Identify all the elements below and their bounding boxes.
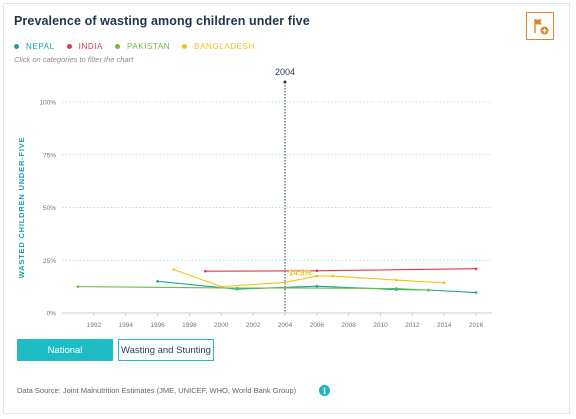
y-tick-label: 100% [39,100,56,107]
data-point-bangladesh [331,274,335,278]
flag-add-icon [534,19,549,35]
x-tick-label: 2004 [278,322,293,329]
info-icon[interactable]: i [319,385,330,396]
data-point-bangladesh [315,274,319,278]
data-point-bangladesh [283,281,287,284]
legend-dot-bangladesh [182,44,188,49]
x-tick-label: 2000 [214,322,229,329]
x-tick-label: 2006 [310,322,325,329]
legend-item-nepal[interactable]: NEPAL [14,42,55,51]
legend-label-india: INDIA [78,42,103,51]
data-point-pakistan [235,286,239,290]
data-point-pakistan [395,287,398,290]
legend-dot-nepal [14,44,19,49]
legend-item-india[interactable]: INDIA [66,42,103,51]
y-tick-label: 50% [43,205,56,212]
x-tick-label: 1994 [118,322,133,329]
data-point-bangladesh [395,278,398,282]
x-tick-label: 2010 [373,322,388,329]
data-point-pakistan [76,285,80,288]
data-point-nepal [156,280,159,283]
y-tick-label: 0% [47,311,57,318]
legend-label-nepal: NEPAL [26,42,55,51]
x-tick-label: 2008 [341,322,356,329]
legend-item-bangladesh[interactable]: BANGLADESH [182,42,255,51]
wasting-stunting-button[interactable]: Wasting and Stunting [118,339,214,361]
x-tick-label: 2012 [405,322,420,329]
legend-label-pakistan: PAKISTAN [126,42,171,51]
national-button[interactable]: National [17,339,113,361]
filter-hint: Click on categories to filter the chart [14,55,134,64]
x-tick-label: 2014 [437,322,452,329]
chart-title: Prevalence of wasting among children und… [14,14,310,28]
data-point-bangladesh [442,281,446,285]
hover-guide-dot [283,80,287,84]
data-point-bangladesh [219,285,223,288]
data-source: Data Source: Joint Malnutrition Estimate… [17,386,297,395]
x-tick-label: 2002 [246,322,261,329]
series-line-pakistan [77,286,429,291]
legend-dot-india [66,44,72,49]
data-point-nepal [315,284,319,288]
x-tick-label: 2016 [469,322,484,329]
legend-dot-pakistan [114,44,120,49]
hover-value-label: 14.5% [289,268,312,277]
data-point-pakistan [283,286,287,290]
x-tick-label: 1992 [87,322,102,329]
data-point-india [474,267,478,270]
data-point-bangladesh [172,268,175,271]
data-point-india [315,269,319,273]
flag-button[interactable] [526,12,554,40]
data-point-india [204,269,207,273]
legend-item-pakistan[interactable]: PAKISTAN [114,42,171,51]
y-axis-label: WASTED CHILDREN UNDER-FIVE [17,137,26,279]
y-tick-label: 75% [43,152,56,159]
legend-label-bangladesh: BANGLADESH [194,42,255,51]
data-point-pakistan [426,288,430,292]
hover-year-label: 2004 [275,67,295,77]
x-tick-label: 1998 [182,322,197,329]
y-tick-label: 25% [43,258,56,265]
x-tick-label: 1996 [150,322,165,329]
data-point-nepal [474,291,478,294]
chart-legend: NEPAL INDIA PAKISTAN BANGLADESH [14,42,267,51]
series-line-india [205,268,477,272]
